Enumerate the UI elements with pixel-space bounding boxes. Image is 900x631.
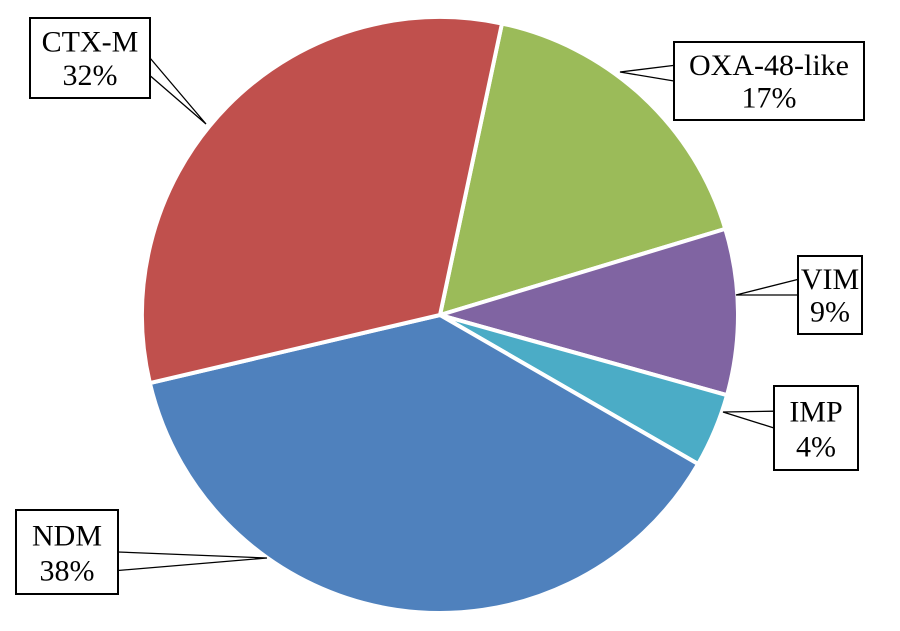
pie-slice-ctx-m [140, 15, 504, 386]
slice-percent-label: 17% [742, 82, 797, 115]
callout-leader [722, 410, 775, 429]
callout-leader [735, 278, 799, 296]
slice-percent-label: 9% [810, 296, 850, 329]
pie-slice-ndm [147, 313, 701, 616]
callout-box [773, 385, 859, 471]
callout-leader [117, 551, 268, 572]
callout-box [15, 509, 119, 595]
callout-leader [619, 64, 675, 82]
callout-box [673, 41, 865, 121]
slice-label: VIM [801, 263, 859, 296]
slice-label: NDM [32, 519, 102, 552]
callout-box [29, 17, 151, 99]
callout-leader [149, 57, 207, 125]
callout-ctx-m: CTX-M32% [29, 17, 151, 99]
pie-slice-oxa-48-like [438, 21, 728, 317]
slice-percent-label: 4% [796, 431, 836, 464]
pie-slices [140, 15, 740, 616]
slice-percent-label: 38% [40, 555, 95, 588]
pie-slice-vim [438, 226, 740, 398]
slice-percent-label: 32% [63, 59, 118, 92]
callout-box [797, 255, 863, 335]
slice-label: CTX-M [42, 26, 139, 59]
slice-label: IMP [789, 395, 842, 428]
slice-label: OXA-48-like [689, 49, 849, 82]
callout-leader-lines [117, 57, 799, 572]
